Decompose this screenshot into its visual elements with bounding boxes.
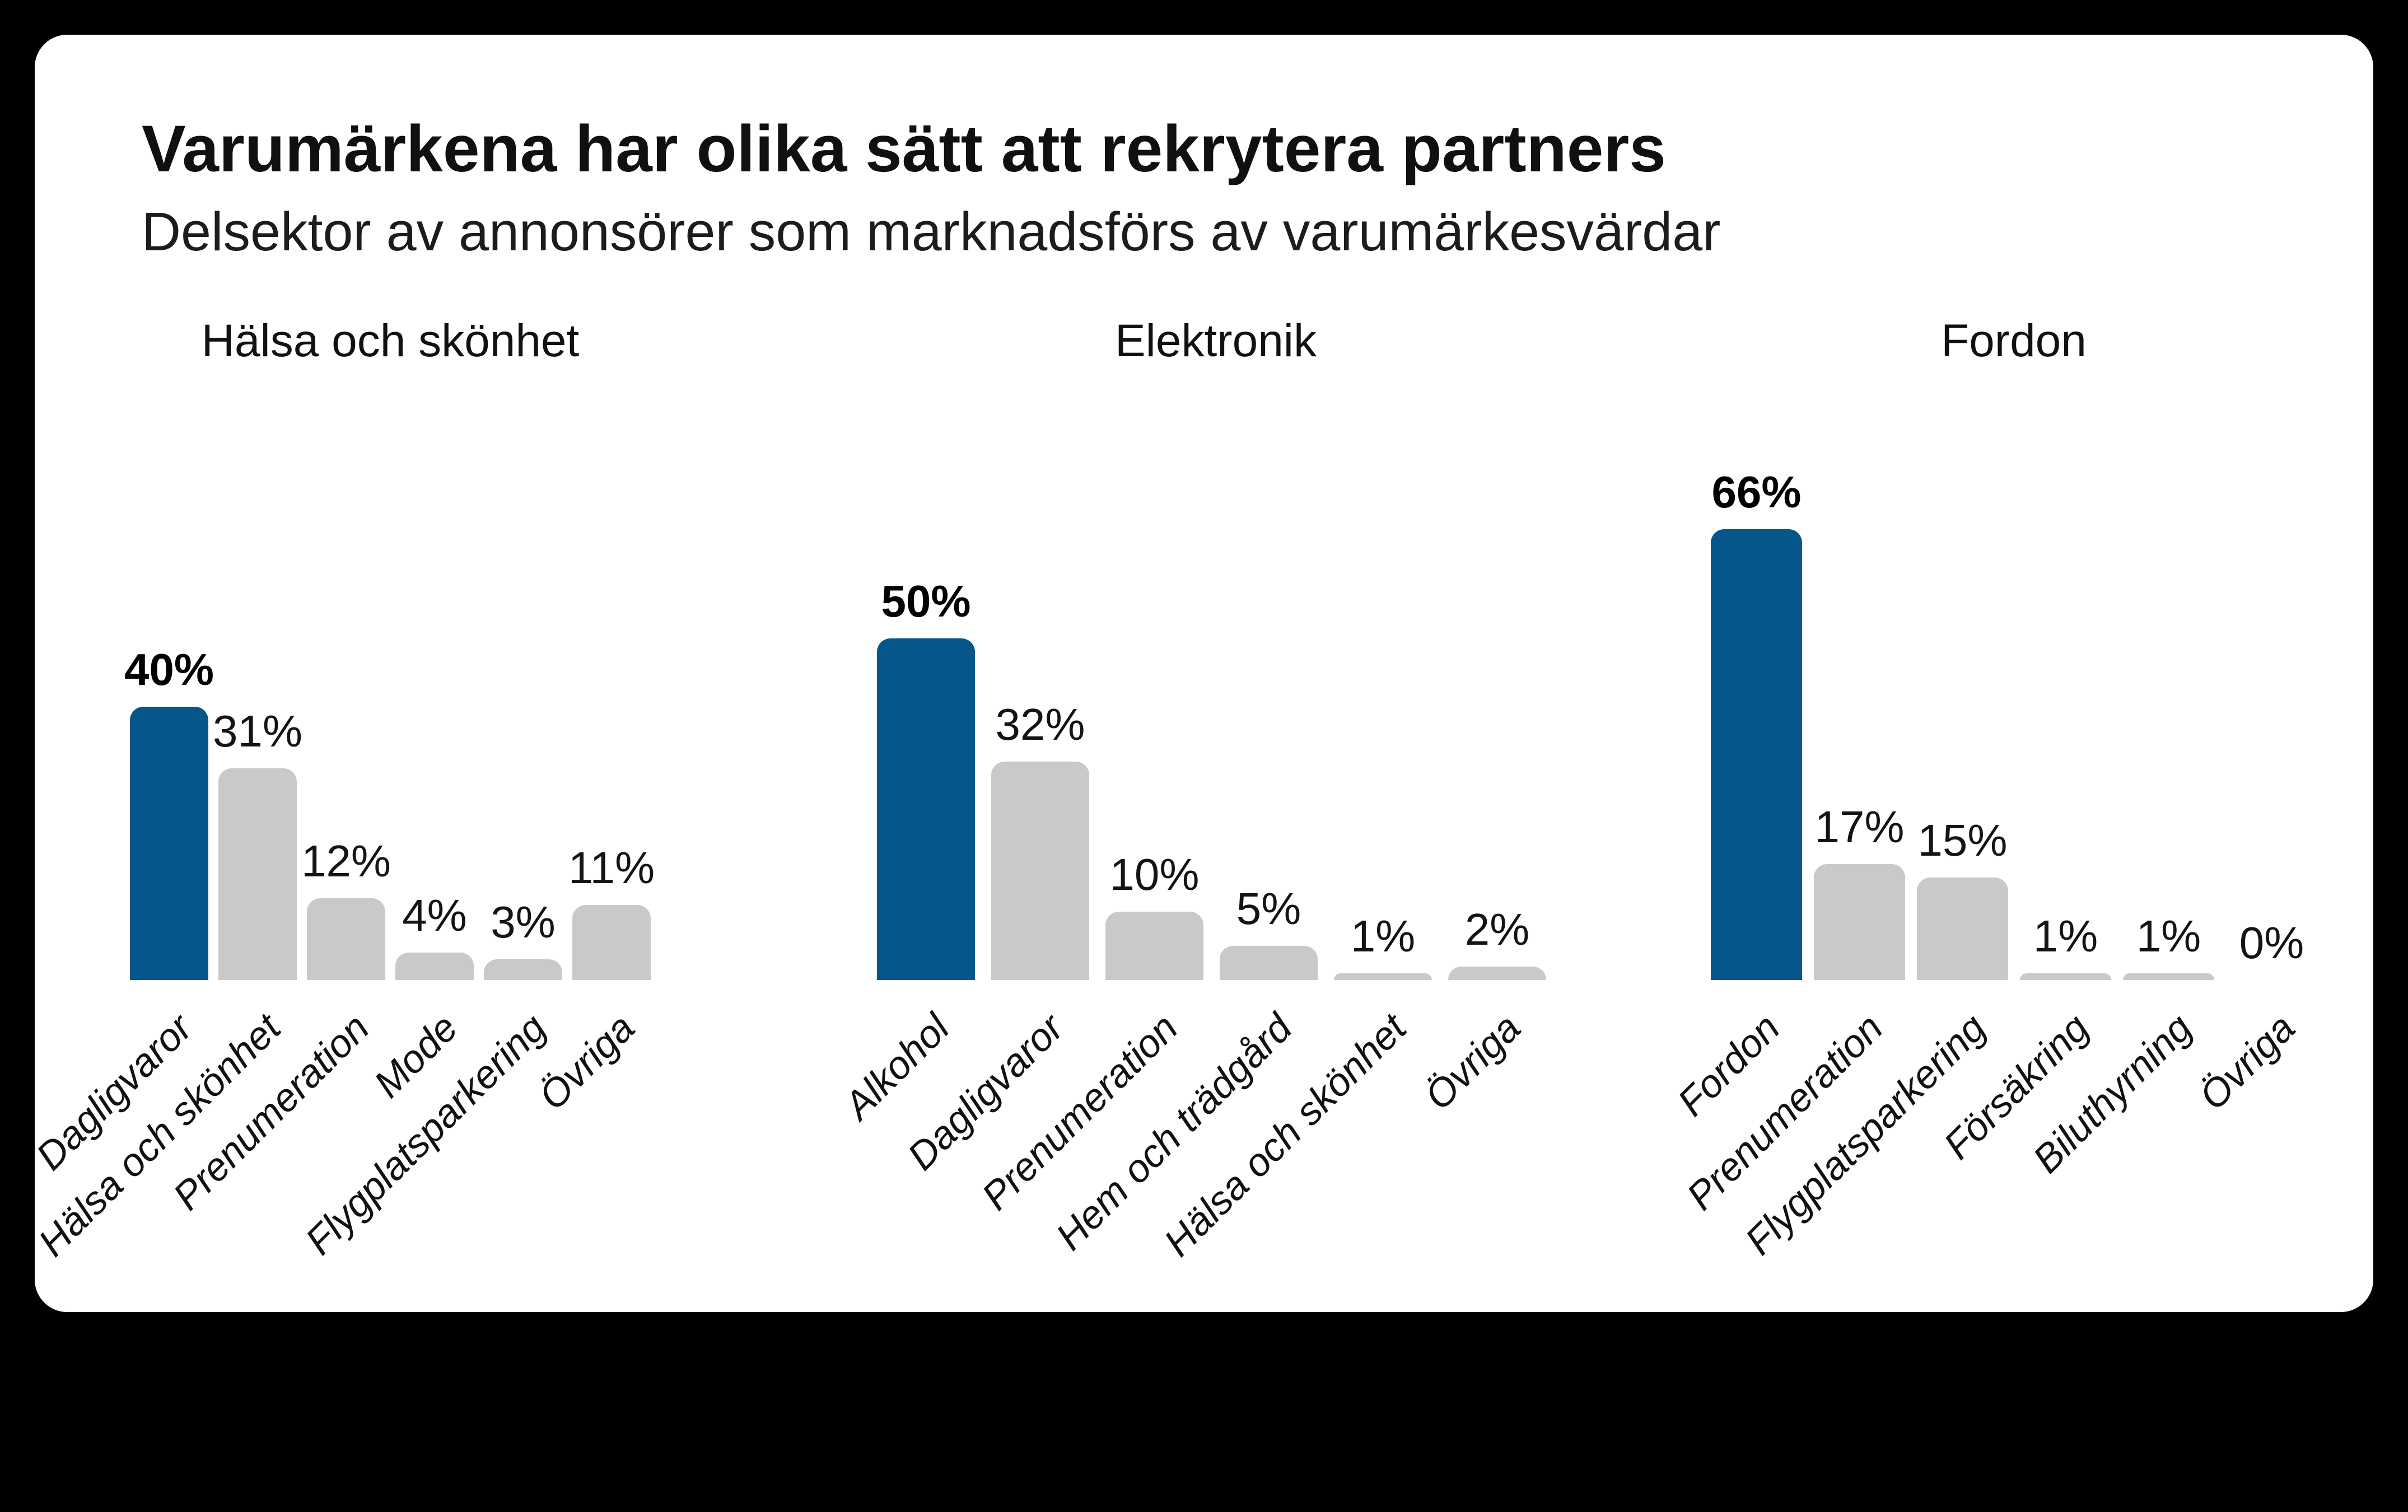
bar-value-label: 31%	[212, 706, 303, 756]
bar-prenumeration	[1814, 864, 1905, 980]
bar-value-label: 11%	[568, 843, 655, 893]
bar-halsa-och-skonhet	[218, 768, 297, 980]
subplot-title-halsa-och-skonhet: Hälsa och skönhet	[201, 315, 580, 366]
charts-area: 40% Dagligvaror 31% Hälsa och skönhet 12% Pre…	[28, 467, 2304, 1264]
bar-prenumeration	[1105, 912, 1203, 980]
bar-halsa-och-skonhet	[1334, 973, 1432, 980]
bar-value-label: 66%	[1711, 467, 1802, 517]
subplot-title-fordon: Fordon	[1941, 315, 2087, 366]
bar-value-label: 5%	[1236, 884, 1301, 934]
bar-value-label: 2%	[1464, 904, 1530, 954]
bar-mode	[395, 953, 474, 980]
bar-value-label: 15%	[1917, 815, 2008, 865]
bar-prenumeration	[307, 898, 385, 980]
bar-ovriga	[1448, 967, 1546, 980]
page-subtitle: Delsektor av annonsörer som marknadsförs…	[142, 201, 1721, 262]
page-background: { "header": { "title": "Varumärkena har …	[27, 35, 2373, 1312]
bar-value-label: 40%	[124, 645, 214, 694]
bar-value-label: 32%	[995, 699, 1085, 749]
bar-hem-och-tradgard	[1220, 946, 1318, 980]
bar-value-label: 3%	[491, 897, 556, 947]
bar-dagligvaror	[991, 762, 1089, 980]
bar-dagligvaror	[130, 707, 208, 980]
bar-biluthyrning	[2123, 973, 2214, 980]
bar-fordon	[1711, 529, 1802, 980]
subplot-title-elektronik: Elektronik	[1114, 315, 1317, 366]
bar-value-label: 0%	[2239, 918, 2304, 968]
bar-ovriga	[572, 905, 651, 980]
bar-value-label: 4%	[402, 890, 467, 940]
bar-value-label: 50%	[881, 576, 971, 626]
chart-card	[35, 35, 2373, 1312]
bar-value-label: 17%	[1814, 802, 1905, 852]
bar-forsakring	[2020, 973, 2111, 980]
bar-value-label: 12%	[301, 836, 391, 886]
bar-value-label: 1%	[1350, 911, 1416, 961]
bar-flygplatsparkering	[1917, 878, 2008, 980]
bar-value-label: 1%	[2136, 911, 2201, 961]
bar-flygplatsparkering	[484, 959, 562, 980]
bar-alkohol	[877, 638, 975, 980]
page-title: Varumärkena har olika sätt att rekrytera…	[142, 112, 1666, 186]
bar-value-label: 1%	[2033, 911, 2098, 961]
bar-value-label: 10%	[1109, 850, 1200, 899]
